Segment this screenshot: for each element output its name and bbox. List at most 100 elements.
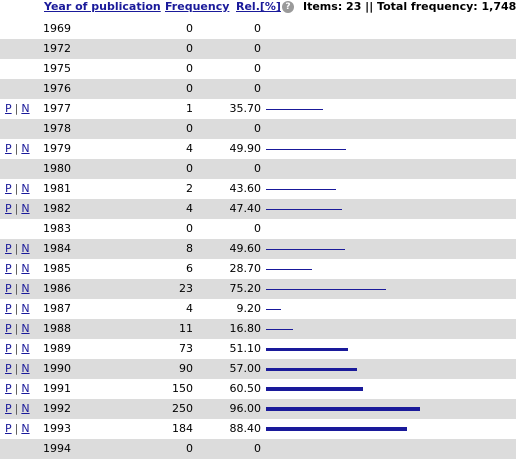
row-links: P | N: [0, 259, 43, 279]
negative-link[interactable]: N: [21, 302, 30, 315]
row-links: [0, 19, 43, 39]
bar-cell: [261, 139, 516, 159]
positive-link[interactable]: P: [5, 182, 12, 195]
frequency-cell: 184: [103, 419, 193, 439]
positive-link[interactable]: P: [5, 282, 12, 295]
table-row: 1975 0 0: [0, 59, 516, 79]
sort-relative-link[interactable]: Rel.[%]: [236, 0, 281, 13]
positive-link[interactable]: P: [5, 422, 12, 435]
row-links: P | N: [0, 139, 43, 159]
row-links: P | N: [0, 339, 43, 359]
negative-link[interactable]: N: [21, 282, 30, 295]
frequency-cell: 6: [103, 259, 193, 279]
link-separator: |: [14, 262, 19, 275]
link-separator: |: [14, 302, 19, 315]
bar-cell: [261, 159, 516, 179]
row-links: P | N: [0, 359, 43, 379]
bar-cell: [261, 59, 516, 79]
positive-link[interactable]: P: [5, 262, 12, 275]
sort-frequency-link[interactable]: Frequency: [165, 0, 230, 13]
frequency-bar: [266, 108, 323, 110]
relative-cell: 0: [193, 59, 261, 79]
frequency-bar: [266, 347, 348, 351]
frequency-cell: 4: [103, 139, 193, 159]
help-icon[interactable]: ?: [282, 1, 294, 13]
relative-cell: 35.70: [193, 99, 261, 119]
link-separator: |: [14, 282, 19, 295]
negative-link[interactable]: N: [21, 402, 30, 415]
positive-link[interactable]: P: [5, 242, 12, 255]
negative-link[interactable]: N: [21, 242, 30, 255]
row-links: P | N: [0, 419, 43, 439]
frequency-bar: [266, 208, 342, 210]
frequency-bar: [266, 427, 407, 431]
row-links: P | N: [0, 279, 43, 299]
relative-cell: 0: [193, 119, 261, 139]
year-cell: 1991: [43, 379, 103, 399]
frequency-bar: [266, 148, 346, 150]
negative-link[interactable]: N: [21, 362, 30, 375]
row-links: [0, 79, 43, 99]
positive-link[interactable]: P: [5, 362, 12, 375]
row-links: [0, 39, 43, 59]
negative-link[interactable]: N: [21, 182, 30, 195]
link-separator: |: [14, 342, 19, 355]
row-links: P | N: [0, 399, 43, 419]
row-links: [0, 159, 43, 179]
negative-link[interactable]: N: [21, 342, 30, 355]
positive-link[interactable]: P: [5, 342, 12, 355]
bar-cell: [261, 339, 516, 359]
relative-cell: 75.20: [193, 279, 261, 299]
positive-link[interactable]: P: [5, 302, 12, 315]
table-row: P | N 1984 8 49.60: [0, 239, 516, 259]
frequency-cell: 0: [103, 39, 193, 59]
table-row: 1976 0 0: [0, 79, 516, 99]
bar-cell: [261, 179, 516, 199]
positive-link[interactable]: P: [5, 102, 12, 115]
row-links: P | N: [0, 99, 43, 119]
sort-year-link[interactable]: Year of publication: [44, 0, 161, 13]
year-cell: 1979: [43, 139, 103, 159]
negative-link[interactable]: N: [21, 422, 30, 435]
frequency-cell: 0: [103, 159, 193, 179]
year-cell: 1990: [43, 359, 103, 379]
frequency-bar: [266, 288, 386, 290]
frequency-bar: [266, 328, 293, 330]
negative-link[interactable]: N: [21, 102, 30, 115]
frequency-cell: 0: [103, 219, 193, 239]
year-cell: 1982: [43, 199, 103, 219]
frequency-cell: 0: [103, 79, 193, 99]
table-row: 1994 0 0: [0, 439, 516, 459]
relative-cell: 0: [193, 159, 261, 179]
relative-cell: 0: [193, 39, 261, 59]
link-separator: |: [14, 382, 19, 395]
frequency-bar: [266, 367, 357, 371]
link-separator: |: [14, 322, 19, 335]
positive-link[interactable]: P: [5, 382, 12, 395]
table-row: P | N 1979 4 49.90: [0, 139, 516, 159]
negative-link[interactable]: N: [21, 142, 30, 155]
frequency-bar: [266, 308, 281, 310]
positive-link[interactable]: P: [5, 142, 12, 155]
negative-link[interactable]: N: [21, 262, 30, 275]
relative-cell: 0: [193, 79, 261, 99]
frequency-cell: 0: [103, 119, 193, 139]
table-row: 1972 0 0: [0, 39, 516, 59]
table-row: P | N 1987 4 9.20: [0, 299, 516, 319]
negative-link[interactable]: N: [21, 382, 30, 395]
relative-cell: 0: [193, 19, 261, 39]
frequency-cell: 8: [103, 239, 193, 259]
negative-link[interactable]: N: [21, 202, 30, 215]
year-cell: 1992: [43, 399, 103, 419]
bar-cell: [261, 379, 516, 399]
row-links: [0, 439, 43, 459]
year-cell: 1976: [43, 79, 103, 99]
frequency-bar: [266, 268, 312, 270]
frequency-cell: 250: [103, 399, 193, 419]
bar-cell: [261, 279, 516, 299]
table-row: 1978 0 0: [0, 119, 516, 139]
positive-link[interactable]: P: [5, 322, 12, 335]
negative-link[interactable]: N: [21, 322, 30, 335]
positive-link[interactable]: P: [5, 202, 12, 215]
positive-link[interactable]: P: [5, 402, 12, 415]
